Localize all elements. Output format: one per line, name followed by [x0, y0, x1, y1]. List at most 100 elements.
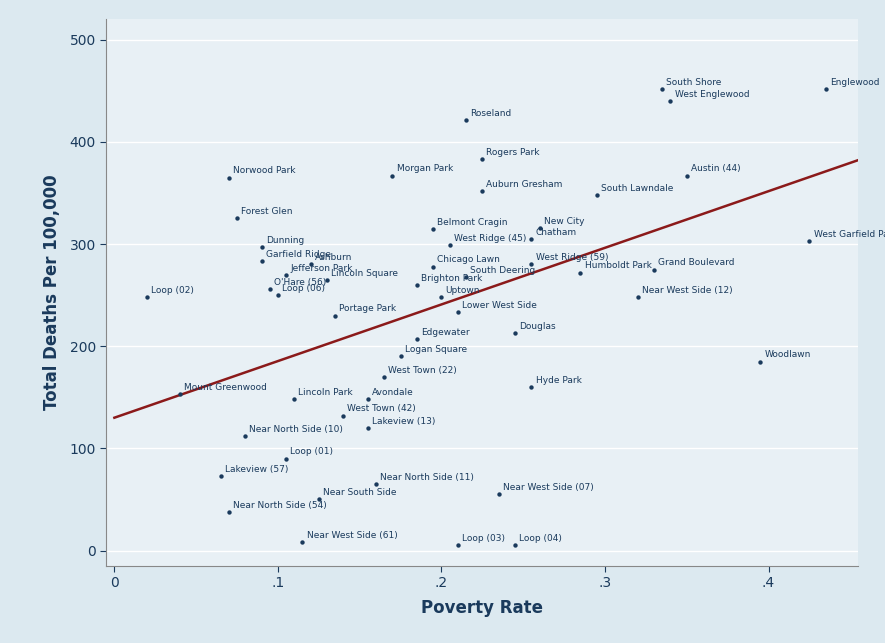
Point — [410, 280, 424, 290]
Point — [475, 186, 489, 196]
Point — [238, 431, 252, 441]
Point — [589, 190, 604, 200]
Point — [631, 292, 645, 302]
Text: Jefferson Park: Jefferson Park — [290, 264, 352, 273]
Text: Woodlawn: Woodlawn — [765, 350, 811, 359]
Text: Loop (06): Loop (06) — [282, 284, 325, 293]
Text: O'Hare (56): O'Hare (56) — [273, 278, 327, 287]
Text: Near West Side (12): Near West Side (12) — [642, 286, 733, 295]
Text: South Lawndale: South Lawndale — [601, 184, 673, 193]
Text: Chatham: Chatham — [535, 228, 577, 237]
Point — [394, 351, 408, 361]
Point — [655, 84, 669, 94]
Point — [279, 453, 293, 464]
Point — [573, 267, 588, 278]
Point — [385, 170, 399, 181]
Text: Forest Glen: Forest Glen — [242, 207, 293, 216]
Text: South Deering: South Deering — [470, 266, 535, 275]
Point — [435, 292, 449, 302]
Point — [213, 471, 227, 481]
Point — [819, 84, 833, 94]
Text: Loop (03): Loop (03) — [462, 534, 505, 543]
Point — [427, 224, 441, 234]
Point — [450, 307, 465, 318]
Text: West Ridge (45): West Ridge (45) — [454, 234, 527, 243]
Text: Humboldt Park: Humboldt Park — [585, 262, 651, 271]
Text: Rogers Park: Rogers Park — [487, 148, 540, 157]
Text: Lower West Side: Lower West Side — [462, 302, 537, 311]
Point — [279, 269, 293, 280]
Point — [753, 356, 767, 367]
Text: Edgewater: Edgewater — [421, 328, 470, 337]
Text: West Town (22): West Town (22) — [389, 366, 458, 375]
Point — [475, 154, 489, 165]
Text: Ashburn: Ashburn — [315, 253, 352, 262]
Text: New City: New City — [543, 217, 584, 226]
Text: Roseland: Roseland — [470, 109, 512, 118]
Point — [524, 382, 538, 392]
Text: Near North Side (10): Near North Side (10) — [250, 425, 343, 434]
Text: Near West Side (61): Near West Side (61) — [306, 531, 397, 540]
Point — [255, 257, 269, 267]
Text: Morgan Park: Morgan Park — [396, 165, 453, 174]
Text: South Shore: South Shore — [666, 78, 722, 87]
Text: Lakeview (13): Lakeview (13) — [372, 417, 435, 426]
Point — [271, 290, 285, 300]
Point — [361, 394, 375, 404]
Point — [524, 259, 538, 269]
Text: Avondale: Avondale — [372, 388, 414, 397]
Point — [287, 394, 301, 404]
Point — [459, 115, 473, 125]
Point — [459, 271, 473, 282]
Text: West Englewood: West Englewood — [674, 90, 750, 99]
Point — [369, 479, 383, 489]
Text: Logan Square: Logan Square — [404, 345, 467, 354]
Point — [508, 328, 522, 338]
Text: Loop (02): Loop (02) — [151, 286, 194, 295]
Text: Lincoln Park: Lincoln Park — [298, 388, 353, 397]
Text: West Garfield Park: West Garfield Park — [813, 230, 885, 239]
Text: Englewood: Englewood — [830, 78, 880, 87]
Point — [361, 423, 375, 433]
Point — [319, 275, 334, 285]
Text: Loop (04): Loop (04) — [519, 534, 562, 543]
Text: Douglas: Douglas — [519, 322, 556, 331]
Point — [173, 389, 187, 399]
Text: Garfield Ridge: Garfield Ridge — [266, 250, 331, 259]
X-axis label: Poverty Rate: Poverty Rate — [421, 599, 543, 617]
Point — [296, 537, 310, 547]
Text: Lakeview (57): Lakeview (57) — [225, 465, 289, 474]
Point — [427, 261, 441, 271]
Text: Belmont Cragin: Belmont Cragin — [437, 217, 508, 226]
Text: Auburn Gresham: Auburn Gresham — [487, 180, 563, 189]
Text: Hyde Park: Hyde Park — [535, 376, 581, 385]
Text: Near North Side (11): Near North Side (11) — [381, 473, 474, 482]
Point — [263, 284, 277, 294]
Point — [680, 170, 694, 181]
Text: Near West Side (07): Near West Side (07) — [503, 483, 594, 492]
Point — [255, 242, 269, 252]
Point — [222, 507, 236, 517]
Point — [377, 372, 391, 382]
Text: Uptown: Uptown — [446, 286, 480, 295]
Point — [450, 540, 465, 550]
Point — [312, 494, 326, 505]
Text: Brighton Park: Brighton Park — [421, 274, 482, 283]
Text: Austin (44): Austin (44) — [691, 165, 741, 174]
Text: Portage Park: Portage Park — [339, 304, 396, 313]
Point — [491, 489, 505, 500]
Point — [803, 236, 817, 246]
Text: Near South Side: Near South Side — [323, 488, 396, 497]
Point — [410, 334, 424, 344]
Text: Grand Boulevard: Grand Boulevard — [658, 258, 735, 267]
Text: West Town (42): West Town (42) — [348, 404, 416, 413]
Text: Lincoln Square: Lincoln Square — [331, 269, 398, 278]
Text: Mount Greenwood: Mount Greenwood — [184, 383, 267, 392]
Point — [533, 222, 547, 233]
Point — [336, 410, 350, 421]
Point — [524, 234, 538, 244]
Point — [222, 172, 236, 183]
Y-axis label: Total Deaths Per 100,000: Total Deaths Per 100,000 — [43, 175, 61, 410]
Text: Norwood Park: Norwood Park — [233, 167, 296, 176]
Point — [230, 213, 244, 224]
